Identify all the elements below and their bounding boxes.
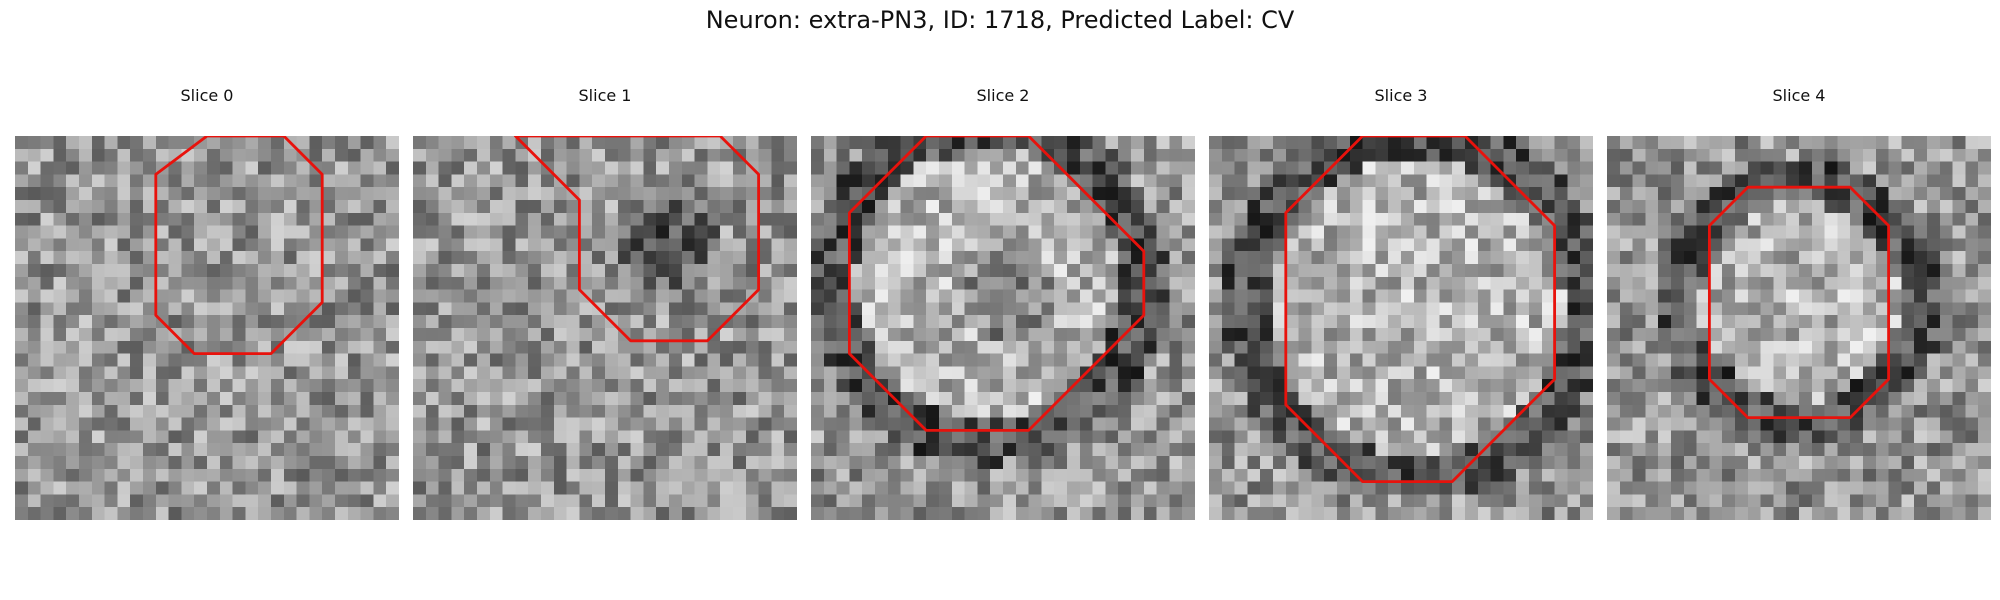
segmentation-contour-3 xyxy=(1284,136,1557,484)
slice-title-1: Slice 1 xyxy=(578,86,632,105)
slice-title-2: Slice 2 xyxy=(976,86,1030,105)
segmentation-contour-0 xyxy=(154,136,324,356)
figure-title: Neuron: extra-PN3, ID: 1718, Predicted L… xyxy=(705,6,1295,34)
slice-title-3: Slice 3 xyxy=(1374,86,1428,105)
slice-image-4 xyxy=(1607,136,1991,520)
segmentation-contour-4 xyxy=(1707,185,1891,420)
segmentation-contour-1 xyxy=(513,136,761,343)
slice-title-4: Slice 4 xyxy=(1772,86,1826,105)
slice-image-1 xyxy=(413,136,797,520)
slice-image-0 xyxy=(15,136,399,520)
slice-title-0: Slice 0 xyxy=(180,86,234,105)
segmentation-contour-2 xyxy=(847,136,1146,432)
